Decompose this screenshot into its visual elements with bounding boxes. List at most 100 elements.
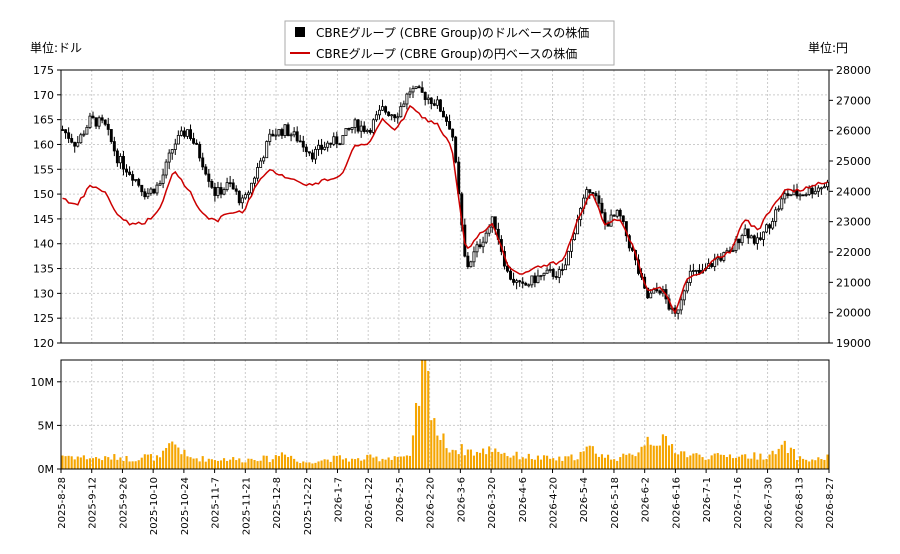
volume-bar [91, 458, 95, 469]
volume-bar [204, 461, 207, 469]
volume-bar [85, 459, 88, 469]
candle-body [484, 232, 488, 243]
volume-bar [631, 454, 634, 469]
left-tick-label: 120 [33, 337, 54, 350]
candle-body [822, 186, 826, 189]
candle-body [649, 292, 653, 299]
candle-body [344, 128, 348, 136]
candle-body [378, 109, 381, 116]
volume-bar [241, 462, 244, 469]
volume-bar [680, 451, 683, 469]
right-tick-label: 24000 [836, 185, 871, 198]
candle-body [164, 161, 168, 176]
x-tick-label: 2025-12-8 [272, 477, 283, 529]
volume-bar [491, 451, 494, 469]
volume-bar [613, 459, 616, 469]
candle-body [295, 131, 299, 142]
volume-bar [649, 444, 652, 469]
volume-bar [753, 452, 756, 469]
candle-body [445, 116, 448, 122]
volume-bar [555, 460, 558, 469]
candle-body [76, 142, 80, 147]
candle-body [219, 187, 223, 195]
x-tick-label: 2026-3-20 [487, 477, 498, 529]
volume-bar [280, 452, 284, 469]
candle-body [231, 182, 235, 190]
volume-bar [567, 456, 570, 469]
volume-bar [472, 455, 476, 469]
volume-bar [610, 459, 613, 469]
candle-body [326, 142, 330, 148]
candle-body [762, 231, 765, 240]
right-unit-label: 単位:円 [808, 40, 848, 55]
volume-bar [350, 458, 354, 469]
candle-body [329, 142, 333, 145]
volume-bar [802, 458, 805, 469]
candle-body [356, 119, 360, 132]
volume-bar [323, 459, 326, 469]
candle-body [454, 136, 458, 163]
volume-bar [183, 449, 186, 469]
volume-bar [329, 461, 332, 469]
candle-body [125, 168, 128, 173]
volume-bar [488, 446, 491, 469]
volume-bar [177, 447, 180, 469]
candle-body [786, 193, 790, 196]
volume-bar [475, 451, 479, 469]
candle-body [170, 149, 174, 154]
volume-tick-label: 5M [38, 419, 55, 432]
volume-bar [539, 459, 543, 469]
candle-body [310, 152, 314, 160]
volume-bar [677, 454, 680, 469]
volume-bar [210, 459, 213, 469]
candle-body [250, 182, 253, 194]
candle-body [698, 269, 701, 274]
candle-body [490, 216, 494, 228]
candle-body [131, 174, 135, 181]
volume-bar [387, 457, 390, 469]
x-tick-label: 2025-12-22 [303, 477, 314, 535]
volume-bar [390, 459, 393, 469]
volume-bar [277, 456, 280, 469]
candle-body [381, 106, 384, 111]
candle-body [612, 214, 616, 217]
axes: 120 125 130 135 140 145 150 155 160 165 170 175 1900… [31, 64, 872, 535]
volume-bar [698, 454, 701, 469]
x-tick-label: 2026-7-30 [764, 477, 775, 529]
volume-bar [149, 454, 152, 469]
candle-body [426, 97, 430, 100]
candle-body [813, 190, 817, 195]
volume-bar [738, 456, 741, 469]
candle-body [780, 198, 784, 210]
volume-bar [317, 461, 320, 469]
candle-body [585, 189, 589, 199]
candle-body [118, 156, 122, 164]
candle-body [618, 209, 622, 217]
volume-bar [515, 451, 518, 469]
volume-bar [634, 456, 637, 469]
volume-bar [460, 444, 463, 469]
candle-body [265, 141, 269, 159]
volume-bar [448, 452, 451, 469]
volume-bar [552, 458, 555, 469]
candle-body [472, 251, 476, 263]
volume-bar [518, 459, 521, 469]
volume-bar [430, 420, 433, 469]
volume-bar [402, 456, 405, 469]
volume-bar [597, 456, 600, 469]
volume-bar [503, 452, 506, 469]
volume-bar [716, 453, 719, 469]
candle-body [746, 228, 750, 239]
volume-bar [299, 463, 302, 469]
legend-usd-swatch [295, 27, 305, 37]
volume-bar [826, 454, 829, 469]
volume-bar [393, 456, 396, 469]
volume-bar [774, 454, 777, 469]
volume-bar [625, 454, 628, 469]
candle-body [137, 179, 141, 186]
volume-bar [427, 370, 430, 469]
volume-bar [570, 454, 573, 469]
volume-bar [765, 458, 768, 469]
left-tick-label: 135 [33, 263, 54, 276]
